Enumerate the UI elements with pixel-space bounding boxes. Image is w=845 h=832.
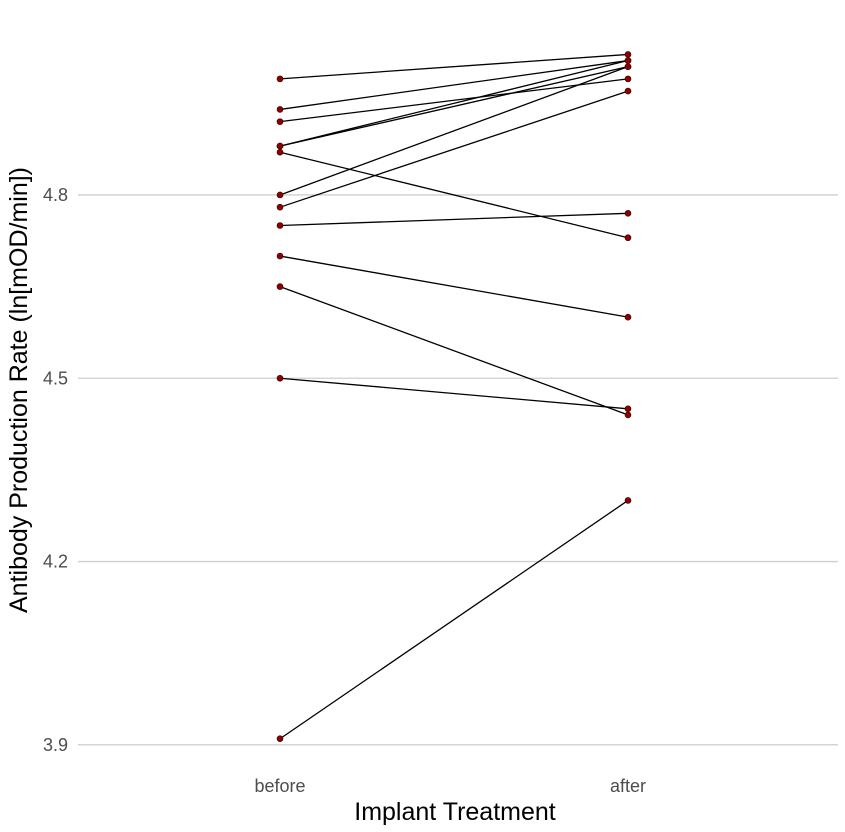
point-after: [624, 57, 632, 64]
point-after: [624, 87, 632, 95]
pair-line: [279, 377, 629, 410]
point-after: [624, 63, 632, 70]
y-axis-title: Antibody Production Rate (ln[mOD/min]): [5, 167, 33, 613]
y-tick-label: 4.8: [43, 185, 68, 205]
point-before: [276, 118, 284, 125]
x-axis-title: Implant Treatment: [354, 798, 556, 826]
pair-line: [279, 78, 629, 123]
point-before: [276, 148, 284, 156]
pair-line: [279, 151, 629, 239]
pair-line: [279, 499, 629, 740]
pair-line: [279, 66, 629, 147]
pair-line: [279, 90, 629, 208]
y-tick-labels: 3.9 4.2 4.5 4.8: [43, 185, 68, 755]
point-before: [276, 252, 284, 260]
point-after: [624, 51, 632, 58]
pair-lines: [279, 53, 629, 740]
point-after: [624, 497, 632, 504]
point-after: [624, 411, 632, 419]
point-after: [624, 75, 632, 83]
gridlines: [78, 194, 838, 746]
point-before: [276, 142, 284, 150]
pair-line: [279, 66, 629, 196]
point-before: [276, 106, 284, 113]
pair-line: [279, 255, 629, 318]
point-before: [276, 191, 284, 199]
point-after: [624, 234, 632, 242]
y-tick-label: 4.5: [43, 368, 68, 388]
pair-line: [279, 53, 629, 80]
point-before: [276, 283, 284, 290]
x-tick-labels: before after: [254, 776, 646, 796]
x-tick-label: after: [610, 776, 646, 796]
point-after: [624, 209, 632, 217]
x-tick-label: before: [254, 776, 305, 796]
pair-line: [279, 59, 629, 147]
y-tick-label: 4.2: [43, 552, 68, 572]
pair-line: [279, 285, 629, 416]
point-before: [276, 203, 284, 211]
point-before: [276, 735, 284, 743]
point-before: [276, 222, 284, 229]
pair-line: [279, 59, 629, 111]
data-points: [276, 51, 632, 743]
point-before: [276, 75, 284, 83]
y-tick-label: 3.9: [43, 735, 68, 755]
pair-line: [279, 212, 629, 227]
point-after: [624, 313, 632, 321]
point-before: [276, 374, 284, 382]
point-after: [624, 405, 632, 413]
